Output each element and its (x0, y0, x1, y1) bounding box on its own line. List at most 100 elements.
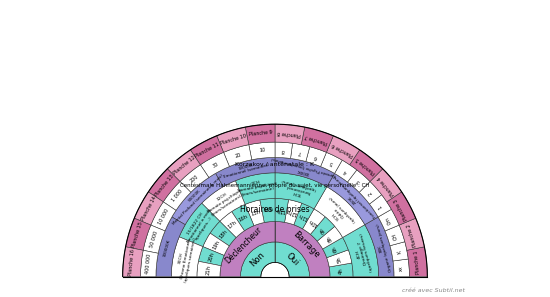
Wedge shape (240, 242, 275, 277)
Text: 4CH
Drainage 7
(quelques heures): 4CH Drainage 7 (quelques heures) (351, 232, 375, 274)
Wedge shape (334, 160, 357, 182)
Wedge shape (245, 124, 275, 145)
Wedge shape (327, 250, 352, 267)
Wedge shape (134, 192, 163, 225)
Wedge shape (260, 198, 275, 222)
Text: 200: 200 (189, 174, 200, 184)
Wedge shape (148, 169, 180, 202)
Wedge shape (370, 195, 392, 217)
Text: Non: Non (249, 250, 267, 268)
Text: Planche 9: Planche 9 (249, 130, 273, 138)
Wedge shape (348, 170, 370, 192)
Wedge shape (365, 217, 394, 277)
Wedge shape (275, 124, 305, 145)
Text: 9h: 9h (318, 225, 326, 234)
Text: Planche 2: Planche 2 (406, 223, 418, 247)
Wedge shape (327, 173, 378, 225)
Wedge shape (275, 157, 334, 187)
Wedge shape (306, 147, 327, 167)
Wedge shape (317, 226, 343, 249)
Wedge shape (399, 218, 425, 250)
Text: 12h: 12h (287, 208, 298, 216)
Text: Planche 15: Planche 15 (131, 221, 144, 249)
Text: 30K
Organe (quelques jours): 30K Organe (quelques jours) (372, 222, 393, 273)
Text: Planche 14: Planche 14 (140, 196, 157, 222)
Wedge shape (284, 200, 302, 225)
Wedge shape (294, 203, 314, 229)
Wedge shape (156, 217, 185, 277)
Text: 19h: 19h (212, 239, 221, 251)
Wedge shape (197, 261, 221, 277)
Wedge shape (301, 127, 333, 152)
Text: Planche 5: Planche 5 (355, 156, 377, 175)
Wedge shape (323, 238, 348, 258)
Wedge shape (390, 242, 408, 261)
Text: 7: 7 (298, 149, 302, 155)
Text: Planche 4: Planche 4 (376, 175, 395, 196)
Text: CH: CH (392, 232, 399, 240)
Text: K: K (397, 250, 402, 254)
Wedge shape (200, 152, 229, 178)
Text: 5: 5 (328, 160, 333, 166)
Text: 3: 3 (356, 178, 361, 184)
Text: 13h: 13h (276, 207, 286, 213)
Text: 10h: 10h (307, 217, 319, 227)
Wedge shape (172, 173, 223, 225)
Wedge shape (180, 165, 209, 192)
Text: 50000K
Mental Profond (semaines à mois): 50000K Mental Profond (semaines à mois) (168, 170, 224, 225)
Wedge shape (393, 259, 409, 277)
Text: 15/1822 CH
Emotionnel a mois
(quelques...): 15/1822 CH Emotionnel a mois (quelques..… (183, 206, 216, 247)
Wedge shape (199, 247, 224, 266)
Text: Déclencheur: Déclencheur (223, 225, 263, 265)
Text: 5h: 5h (336, 255, 343, 263)
Wedge shape (407, 247, 427, 277)
Wedge shape (302, 209, 325, 234)
Text: 1 000: 1 000 (170, 189, 183, 203)
Text: Planche 7: Planche 7 (305, 133, 329, 145)
Wedge shape (220, 211, 244, 238)
Text: 7CH
Fonctionnel
(quelques jours): 7CH Fonctionnel (quelques jours) (279, 178, 317, 200)
Text: 1: 1 (377, 203, 383, 209)
Wedge shape (151, 202, 176, 231)
Wedge shape (327, 136, 360, 165)
Wedge shape (378, 209, 399, 231)
Wedge shape (387, 192, 416, 225)
Text: 10: 10 (259, 148, 266, 153)
Text: Planche 6: Planche 6 (331, 142, 354, 158)
Text: Planche 13: Planche 13 (153, 173, 174, 198)
Text: créé avec Subtil.net: créé avec Subtil.net (402, 288, 465, 293)
Text: 2: 2 (367, 190, 373, 196)
Text: Korzakov / anténatale : K: Korzakov / anténatale : K (235, 163, 315, 168)
Wedge shape (123, 247, 143, 277)
Wedge shape (329, 263, 353, 277)
Wedge shape (370, 169, 402, 202)
Text: Planche 10: Planche 10 (220, 133, 247, 146)
Wedge shape (245, 200, 264, 226)
Wedge shape (235, 173, 275, 204)
Text: 14h: 14h (263, 207, 274, 213)
Text: 10 000: 10 000 (157, 208, 169, 225)
Text: 50 000: 50 000 (149, 231, 158, 249)
Text: Planche 12: Planche 12 (172, 155, 196, 176)
Wedge shape (143, 225, 165, 253)
Text: 4h: 4h (339, 267, 344, 274)
Text: Planche 1: Planche 1 (414, 250, 421, 274)
Text: 11h: 11h (298, 212, 309, 221)
Wedge shape (249, 142, 275, 160)
Text: Planche 3: Planche 3 (394, 197, 409, 221)
Wedge shape (275, 142, 293, 159)
Text: 8: 8 (282, 147, 285, 153)
Text: Planche 8: Planche 8 (277, 130, 301, 138)
Text: 5CH
Qidité
(quelques jours): 5CH Qidité (quelques jours) (322, 195, 356, 230)
Text: Planche 16: Planche 16 (129, 249, 136, 276)
Text: 18h: 18h (218, 229, 229, 240)
Text: 30: 30 (211, 161, 219, 168)
Wedge shape (125, 218, 151, 250)
Wedge shape (190, 136, 223, 165)
Wedge shape (359, 181, 382, 204)
Wedge shape (202, 181, 245, 221)
Wedge shape (275, 242, 310, 277)
Wedge shape (350, 150, 383, 181)
Text: 20: 20 (234, 152, 242, 159)
Text: 100000K: 100000K (163, 238, 172, 257)
